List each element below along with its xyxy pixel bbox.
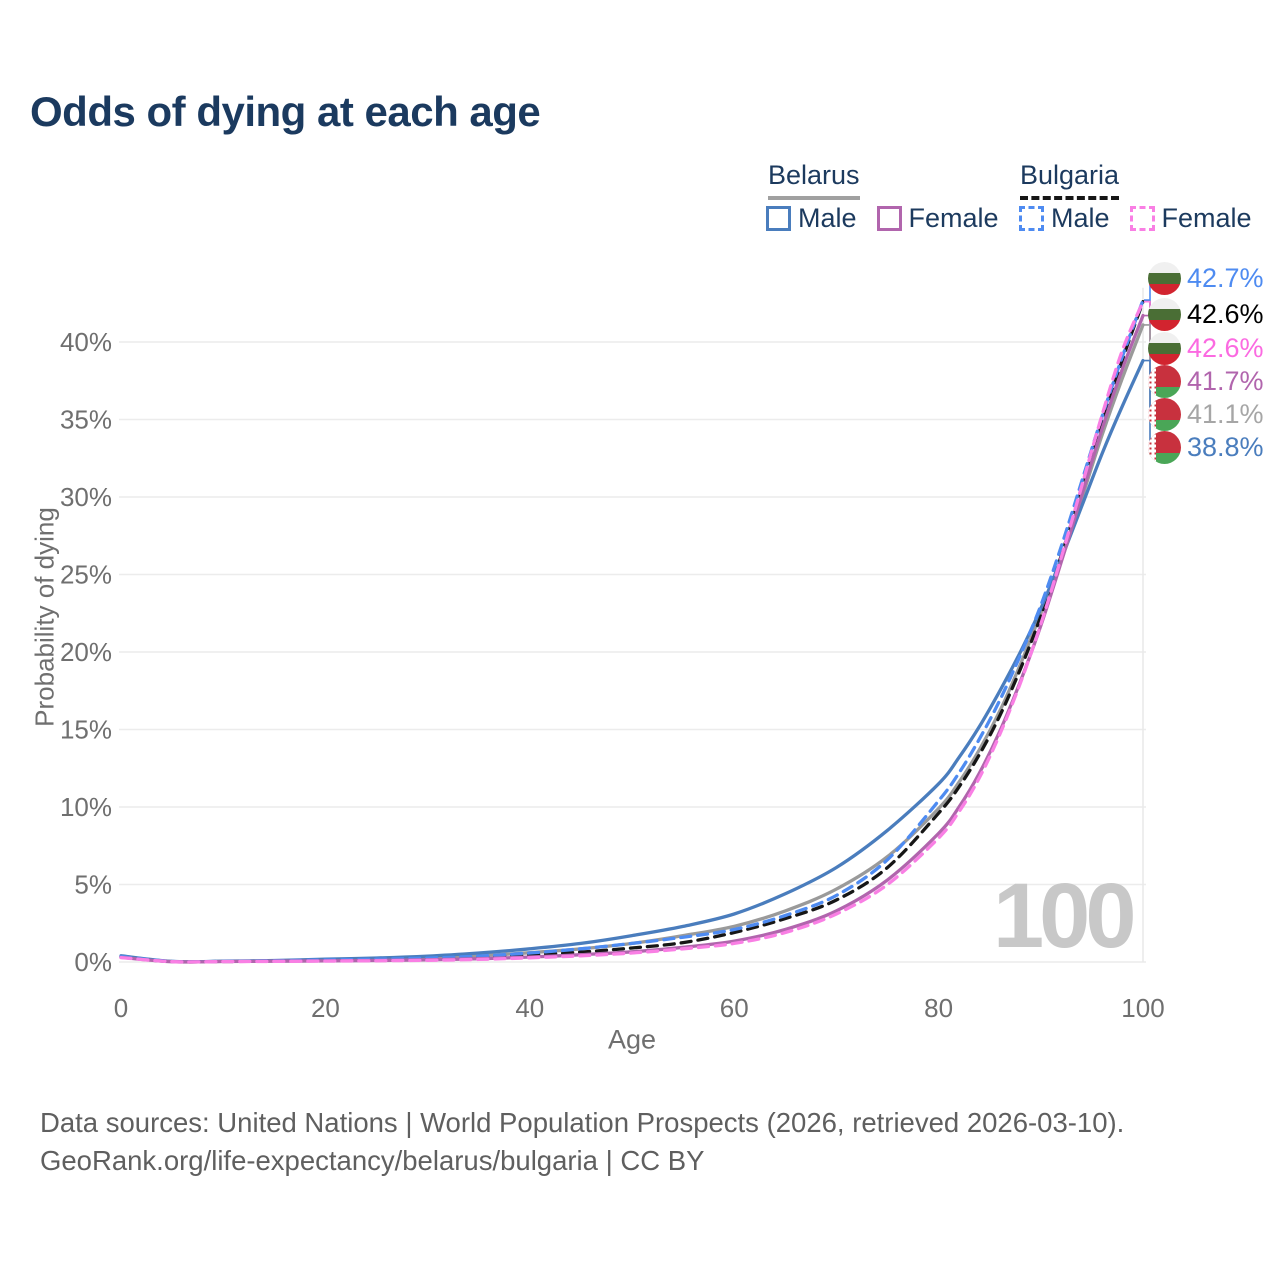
x-tick-label: 0	[114, 993, 128, 1023]
bulgaria-male-swatch-icon	[1019, 206, 1044, 231]
y-tick-label: 0%	[74, 947, 112, 977]
end-value: 42.7%	[1187, 262, 1264, 293]
y-tick-label: 10%	[60, 792, 112, 822]
x-axis-title: Age	[607, 1024, 657, 1055]
legend-item-bulgaria-male[interactable]: Male	[1019, 203, 1110, 234]
age-indicator-watermark: 100	[993, 865, 1136, 967]
series-line-bulgaria-male	[119, 298, 1145, 964]
legend-item-belarus-male[interactable]: Male	[766, 203, 857, 234]
chart-title: Odds of dying at each age	[30, 88, 541, 135]
series-line-bulgaria	[119, 300, 1145, 964]
flag-belarus-icon	[1148, 430, 1181, 464]
legend-item-bulgaria-female[interactable]: Female	[1129, 203, 1252, 234]
legend-group-belarus: Belarus	[768, 160, 860, 200]
series-line-belarus	[119, 323, 1145, 964]
data-source-text: Data sources: United Nations | World Pop…	[40, 1104, 1124, 1180]
x-tick-label: 20	[311, 993, 340, 1023]
end-value: 38.8%	[1187, 431, 1264, 462]
legend-items-belarus: Male Female	[766, 203, 999, 234]
y-tick-label: 35%	[60, 405, 112, 435]
y-tick-label: 30%	[60, 482, 112, 512]
legend-item-label: Male	[798, 203, 857, 233]
y-tick-label: 15%	[60, 715, 112, 745]
end-label-bulgaria-male: 42.7%	[1148, 261, 1264, 295]
end-value: 41.1%	[1187, 398, 1264, 429]
end-label-bulgaria: 42.6%	[1148, 297, 1264, 331]
end-value: 42.6%	[1187, 298, 1264, 329]
legend-bulgaria-label: Bulgaria	[1020, 160, 1120, 200]
legend-item-label: Female	[1161, 203, 1252, 233]
bulgaria-female-swatch-icon	[1129, 206, 1155, 231]
legend-belarus-label: Belarus	[768, 160, 860, 200]
flag-bulgaria-icon	[1148, 297, 1181, 331]
end-label-bulgaria-female: 42.6%	[1148, 331, 1264, 365]
end-value: 42.6%	[1187, 332, 1264, 363]
y-tick-label: 5%	[74, 870, 112, 900]
x-tick-label: 100	[1121, 993, 1164, 1023]
flag-bulgaria-icon	[1148, 331, 1181, 365]
source-line-1: Data sources: United Nations | World Pop…	[40, 1107, 1125, 1138]
y-tick-label: 40%	[60, 327, 112, 357]
end-label-belarus-female: 41.7%	[1148, 364, 1264, 398]
x-tick-label: 40	[515, 993, 544, 1023]
y-tick-label: 25%	[60, 560, 112, 590]
legend-item-belarus-female[interactable]: Female	[876, 203, 999, 234]
y-axis-title: Probability of dying	[29, 507, 60, 727]
x-tick-label: 60	[720, 993, 749, 1023]
end-label-belarus-male: 38.8%	[1148, 430, 1264, 464]
series-line-belarus-male	[119, 358, 1145, 964]
legend-item-label: Female	[908, 203, 999, 233]
belarus-male-swatch-icon	[766, 206, 791, 231]
y-tick-label: 20%	[60, 637, 112, 667]
flag-belarus-icon	[1148, 397, 1181, 431]
x-tick-label: 80	[924, 993, 953, 1023]
belarus-female-swatch-icon	[876, 206, 902, 231]
flag-bulgaria-icon	[1148, 261, 1181, 295]
source-line-2: GeoRank.org/life-expectancy/belarus/bulg…	[40, 1145, 705, 1176]
legend-group-bulgaria: Bulgaria	[1020, 160, 1120, 200]
end-value: 41.7%	[1187, 365, 1264, 396]
flag-belarus-icon	[1148, 364, 1181, 398]
legend-item-label: Male	[1051, 203, 1110, 233]
series-line-belarus-female	[119, 313, 1145, 964]
legend-items-bulgaria: Male Female	[1019, 203, 1252, 234]
end-label-belarus: 41.1%	[1148, 397, 1264, 431]
series-line-bulgaria-female	[119, 300, 1145, 964]
